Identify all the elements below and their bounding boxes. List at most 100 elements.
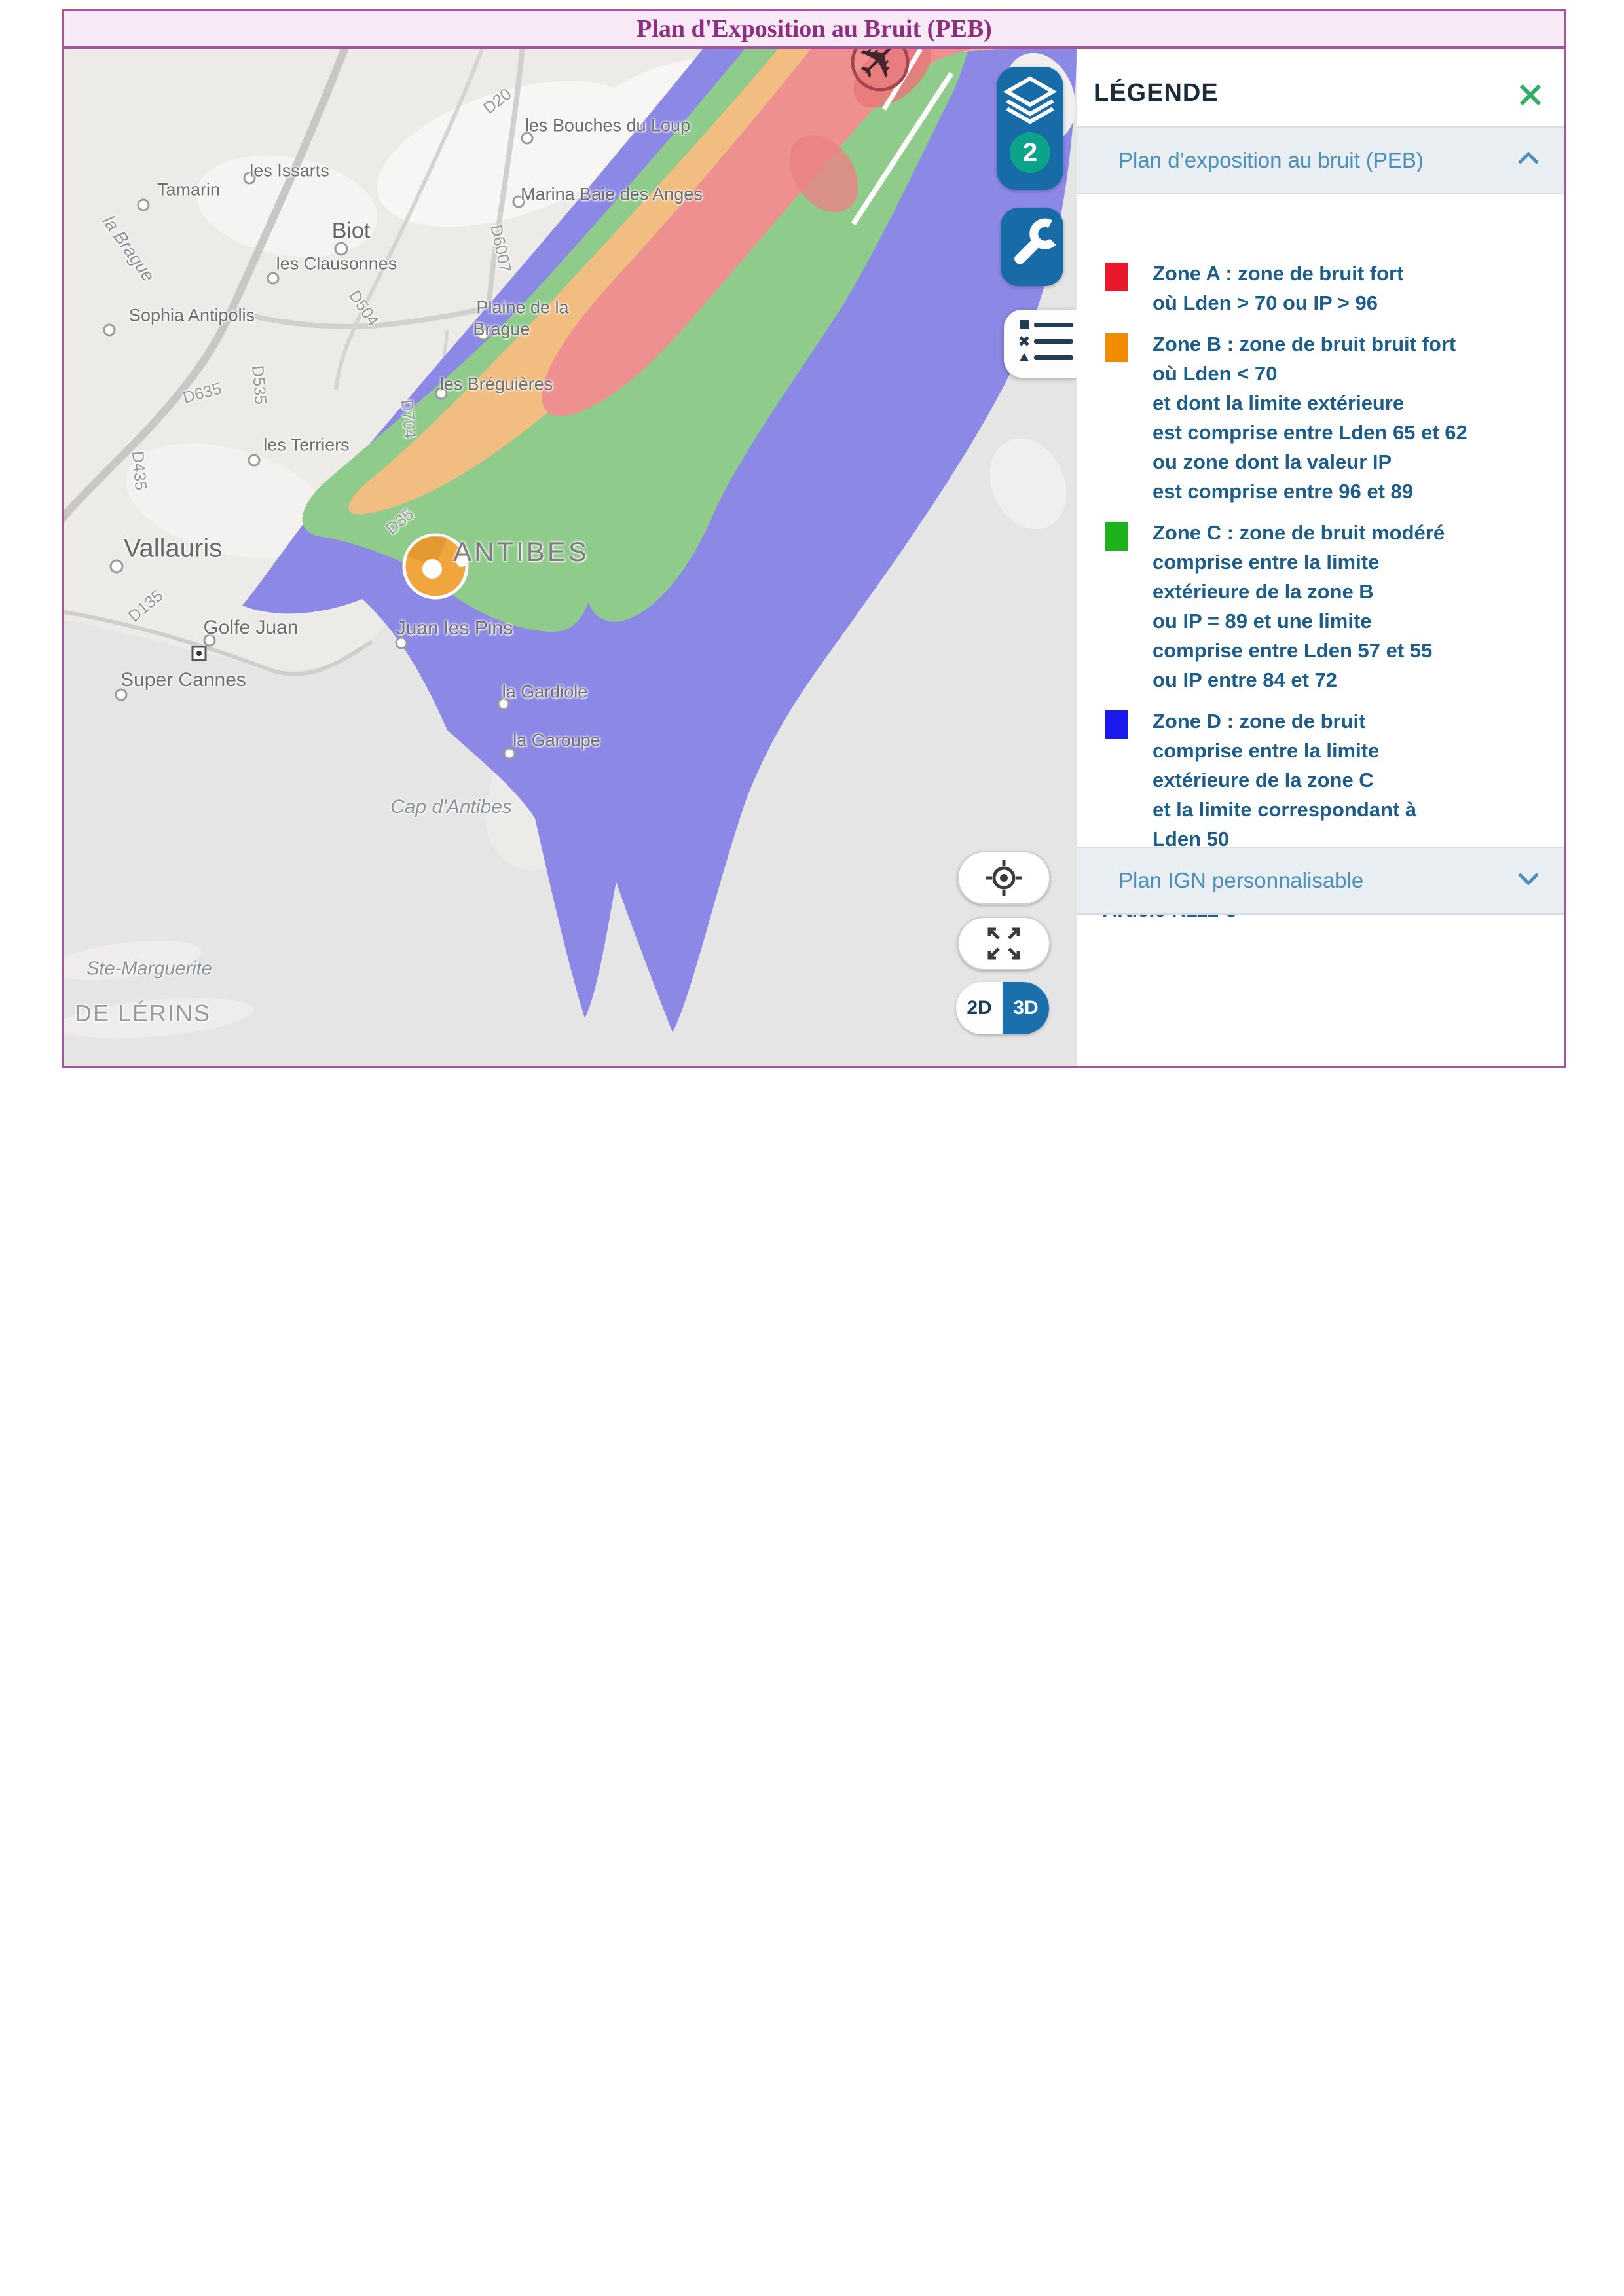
- map-label-water: Ste-Marguerite: [86, 958, 212, 979]
- fullscreen-button[interactable]: [957, 917, 1050, 970]
- road-a8: [64, 49, 349, 523]
- locate-button[interactable]: [957, 851, 1050, 905]
- zone-exclusion: [989, 438, 1067, 530]
- map-label: Vallauris: [123, 534, 223, 563]
- map-label-road: D135: [124, 586, 167, 626]
- zone-text-line: ou zone dont la valeur IP: [1153, 450, 1392, 473]
- zone-text-line: comprise entre la limite: [1153, 551, 1380, 574]
- list-icon: [1019, 320, 1073, 361]
- toggle-3d-button[interactable]: 3D: [1003, 982, 1049, 1034]
- map-label: Tamarin: [157, 179, 221, 200]
- map-label-road: D435: [128, 450, 151, 491]
- map-label: la Gardiole: [502, 682, 588, 702]
- legend-section-peb[interactable]: Plan d’exposition au bruit (PEB): [1077, 126, 1564, 194]
- toggle-2d-button[interactable]: 2D: [956, 982, 1003, 1034]
- place-dots: [103, 132, 534, 760]
- map-label: les Clausonnes: [276, 253, 397, 274]
- legend-section-ign[interactable]: Plan IGN personnalisable: [1077, 847, 1564, 915]
- map-label: DE LÉRINS: [74, 1000, 212, 1027]
- airport-icon-ring: [851, 49, 910, 92]
- map-label-road: D20: [479, 84, 515, 118]
- zone-text-line: Zone C : zone de bruit modéré: [1153, 521, 1445, 544]
- zone-text-line: ou IP entre 84 et 72: [1153, 668, 1337, 691]
- zone-a-core: [789, 134, 858, 213]
- map-label-road: D6007: [487, 223, 515, 274]
- layers-icon: [1003, 76, 1058, 124]
- map-label: les Terriers: [263, 435, 350, 455]
- legend-section-peb-label: Plan d’exposition au bruit (PEB): [1118, 148, 1424, 172]
- dimension-toggle: 2D 3D: [956, 982, 1049, 1034]
- wrench-icon: [1014, 218, 1061, 264]
- chevron-up-icon: [1518, 151, 1539, 164]
- chevron-down-icon: [1518, 873, 1539, 886]
- map-label-road: D635: [181, 379, 224, 407]
- map-label: Plaine de la: [476, 297, 569, 318]
- legend-zone-a: Zone A : zone de bruit fort où Lden > 70…: [1077, 259, 1564, 318]
- map-label: Biot: [331, 218, 371, 244]
- legend-zone-b: Zone B : zone de bruit bruit fort où Lde…: [1077, 329, 1564, 506]
- road-coastal: [64, 610, 373, 676]
- map-labels: les Bouches du Loup D20 Marina Baie des …: [64, 49, 1077, 1066]
- zone-a-area: [542, 49, 973, 416]
- target-icon: [986, 860, 1022, 896]
- road-d504: [334, 49, 485, 390]
- zone-text-line: extérieure de la zone B: [1153, 580, 1374, 603]
- zone-b-swatch: [1105, 333, 1128, 362]
- map-label: Brague: [473, 319, 530, 339]
- map-label: la Garoupe: [513, 730, 600, 750]
- legend-zone-c: Zone C : zone de bruit modéré comprise e…: [1077, 518, 1564, 695]
- zone-c-swatch: [1105, 522, 1128, 551]
- zone-text-line: est comprise entre 96 et 89: [1153, 480, 1414, 503]
- map-label: Super Cannes: [120, 669, 246, 691]
- zone-text-line: ou IP = 89 et une limite: [1153, 610, 1372, 632]
- map-label-road: D35: [382, 505, 418, 539]
- map-canvas[interactable]: ✈ les Bouches: [64, 49, 1077, 1066]
- zone-text-line: extérieure de la zone C: [1153, 769, 1374, 792]
- map-label: Juan les Pins: [396, 617, 513, 639]
- page-title-bar: Plan d'Exposition au Bruit (PEB): [62, 9, 1566, 48]
- layers-count-badge: 2: [1010, 132, 1050, 173]
- map-graphics: ✈: [64, 49, 1077, 1066]
- expand-arrows-icon: [987, 927, 1020, 960]
- legend-zone-d: Zone D : zone de bruit comprise entre la…: [1077, 706, 1564, 854]
- map-label: les Issarts: [249, 160, 329, 181]
- zone-text-line: est comprise entre Lden 65 et 62: [1153, 421, 1467, 444]
- zone-text-line: Zone A : zone de bruit fort: [1153, 262, 1404, 285]
- terrain-patch: [196, 155, 378, 257]
- zone-text-line: comprise entre la limite: [1153, 739, 1380, 762]
- location-marker[interactable]: [402, 533, 469, 600]
- map-label-road: D535: [248, 364, 270, 405]
- zone-a-swatch: [1105, 263, 1128, 291]
- runway-line: [851, 71, 954, 226]
- map-label: Golfe Juan: [203, 617, 299, 638]
- close-icon[interactable]: [1516, 81, 1545, 109]
- tools-button[interactable]: [1001, 208, 1063, 286]
- zone-d-swatch: [1105, 710, 1128, 739]
- map-label-road: D504: [344, 287, 383, 330]
- page-title: Plan d'Exposition au Bruit (PEB): [637, 15, 992, 43]
- map-label-water: la Brague: [98, 211, 158, 285]
- map-label: les Bouches du Loup: [525, 115, 691, 136]
- st-honorat-island: [64, 998, 254, 1038]
- zone-text-line: où Lden < 70: [1153, 362, 1278, 385]
- map-label-antibes: ANTIBES: [453, 536, 589, 567]
- map-label-water: Cap d'Antibes: [390, 796, 512, 818]
- legend-list-button[interactable]: [1004, 310, 1077, 378]
- zone-text-line: et la limite correspondant à: [1153, 798, 1417, 821]
- map-label-road: D704: [397, 398, 420, 439]
- legend-zone-list: Zone A : zone de bruit fort où Lden > 70…: [1077, 259, 1564, 924]
- ste-marguerite-island: [64, 940, 202, 981]
- town-hall-icon-dot: [196, 651, 202, 656]
- layers-button[interactable]: 2: [997, 67, 1063, 190]
- zone-text-line: où Lden > 70 ou IP > 96: [1153, 291, 1378, 314]
- terrain-patch: [126, 443, 330, 558]
- map-label: Sophia Antipolis: [128, 305, 255, 325]
- zone-text-line: comprise entre Lden 57 et 55: [1153, 639, 1433, 662]
- legend-panel: LÉGENDE Plan d’exposition au bruit (PEB)…: [1077, 49, 1564, 1066]
- legend-title: LÉGENDE: [1094, 79, 1219, 107]
- zone-text-line: Zone B : zone de bruit bruit fort: [1153, 333, 1456, 355]
- zone-text-line: et dont la limite extérieure: [1153, 392, 1405, 414]
- map-viewer-frame: ✈ les Bouches: [62, 47, 1566, 1068]
- zone-text-line: Zone D : zone de bruit: [1153, 710, 1366, 733]
- map-label: les Bréguières: [439, 374, 553, 394]
